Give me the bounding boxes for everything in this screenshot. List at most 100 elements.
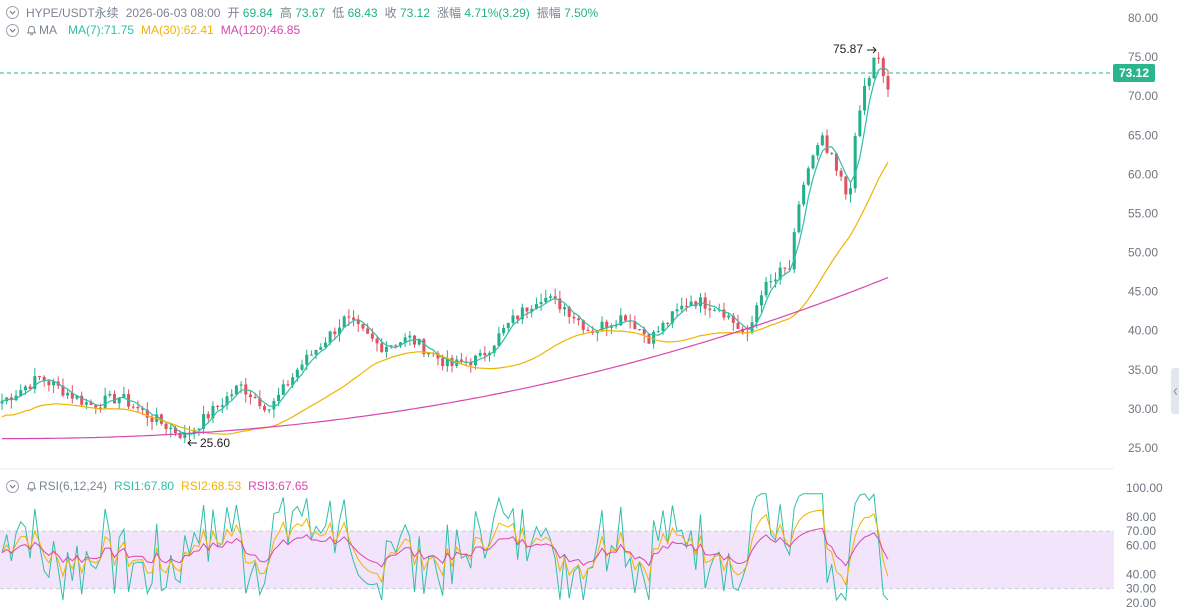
price-axis-tick: 30.00 (1128, 402, 1158, 416)
candle-body (197, 428, 201, 430)
candle-body (459, 359, 463, 362)
candle-body (141, 408, 145, 410)
candle-body (708, 308, 712, 311)
candle-body (389, 345, 393, 347)
candle-body (516, 315, 520, 320)
candle-body (150, 417, 154, 422)
candle-body (853, 136, 857, 189)
rsi2-value: RSI2:68.53 (181, 479, 242, 493)
candle-body (623, 315, 627, 321)
high-label: 高 (279, 6, 292, 20)
ma-legend-row: MA MA(7):71.75 MA(30):62.41 MA(120):46.8… (6, 23, 300, 37)
rsi2-line (1, 509, 889, 587)
candle-body (333, 331, 337, 335)
candle-body (103, 395, 107, 408)
candle-body (178, 433, 182, 438)
candle-body (872, 57, 876, 79)
candle-body (295, 369, 299, 378)
candle-body (614, 325, 618, 327)
candle-body (192, 429, 196, 435)
candle-body (497, 333, 501, 346)
candle-body (652, 331, 656, 344)
price-axis-tick: 80.00 (1128, 11, 1158, 25)
candle-body (619, 315, 623, 326)
candle-body (694, 301, 698, 307)
candle-body (52, 381, 56, 386)
candle-body (9, 397, 13, 401)
candle-body (830, 152, 834, 154)
candle-body (66, 392, 70, 396)
candle-body (145, 409, 149, 418)
rsi-indicator-label: RSI(6,12,24) (39, 479, 108, 493)
change-label: 涨幅 (437, 6, 462, 20)
bell-icon[interactable] (26, 481, 37, 492)
candle-body (314, 349, 318, 355)
candle-body (239, 384, 243, 386)
candle-body (769, 281, 773, 283)
open-value: 69.84 (242, 6, 273, 20)
ma7-value: MA(7):71.75 (68, 23, 135, 37)
low-value: 68.43 (347, 6, 378, 20)
candle-body (380, 343, 384, 352)
candle-body (867, 78, 871, 86)
candle-body (408, 335, 412, 338)
candle-body (117, 398, 121, 404)
candle-body (75, 395, 79, 399)
candle-body (338, 327, 342, 335)
price-axis-tick: 75.00 (1128, 50, 1158, 64)
collapse-chevron-icon[interactable] (6, 6, 19, 19)
candle-body (848, 188, 852, 195)
candle-body (553, 296, 557, 299)
candle-body (42, 376, 46, 382)
candle-body (605, 321, 609, 328)
ma120-value: MA(120):46.85 (220, 23, 301, 37)
candle-body (305, 354, 309, 365)
chevron-left-icon (1173, 387, 1177, 395)
candle-body (572, 316, 576, 319)
candle-body (347, 316, 351, 318)
ma7-line (1, 66, 889, 436)
candle-body (136, 406, 140, 409)
candle-body (792, 232, 796, 270)
candle-body (534, 304, 538, 309)
candle-body (820, 135, 824, 146)
change-value: 4.71%(3.29) (464, 6, 530, 20)
candle-body (558, 298, 562, 310)
collapse-chevron-icon[interactable] (6, 479, 19, 493)
collapse-chevron-icon[interactable] (6, 23, 19, 37)
candle-body (802, 184, 806, 205)
candle-body (98, 407, 102, 409)
candle-body (216, 405, 220, 407)
candle-body (788, 268, 792, 270)
candle-body (319, 347, 323, 350)
candle-body (277, 394, 281, 402)
price-axis-tick: 50.00 (1128, 246, 1158, 260)
candle-body (398, 342, 402, 346)
price-axis-tick: 25.00 (1128, 441, 1158, 455)
candle-body (394, 345, 398, 347)
bell-icon[interactable] (26, 25, 37, 36)
candle-body (253, 397, 257, 399)
candle-body (300, 364, 304, 370)
candle-body (661, 322, 665, 332)
candle-body (642, 329, 646, 335)
candle-body (600, 321, 604, 330)
candle-body (633, 321, 637, 330)
candle-body (61, 385, 65, 396)
candle-body (19, 390, 23, 396)
panel-expand-handle[interactable] (1171, 368, 1179, 414)
candle-body (863, 85, 867, 111)
candle-body (473, 355, 477, 366)
candle-body (656, 331, 660, 333)
candle-body (736, 322, 740, 329)
candle-body (225, 396, 229, 406)
candle-body (806, 168, 810, 185)
ticker-info-row: HYPE/USDT永续 2026-06-03 08:00 开 69.84 高 7… (6, 4, 598, 21)
candle-body (567, 307, 571, 317)
candle-datetime: 2026-06-03 08:00 (125, 5, 221, 20)
rsi-axis-tick: 60.00 (1126, 539, 1156, 553)
candle-body (530, 308, 534, 312)
price-axis-tick: 40.00 (1128, 324, 1158, 338)
candle-body (797, 204, 801, 233)
